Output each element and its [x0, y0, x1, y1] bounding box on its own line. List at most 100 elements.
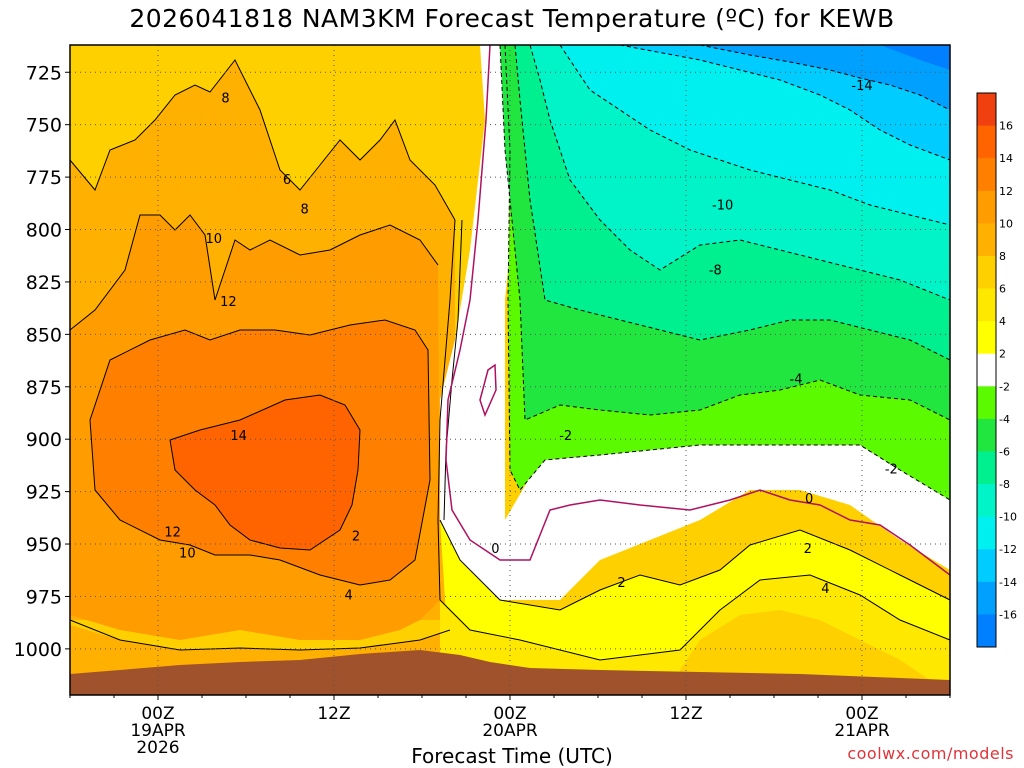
- contour-label: -2: [559, 429, 572, 444]
- field-14-16: [170, 395, 360, 550]
- field-neg2-2: [440, 45, 950, 600]
- y-tick-label: 850: [26, 324, 62, 346]
- contour-line: [499, 44, 951, 421]
- colorbar-swatch: [977, 516, 996, 550]
- contour-line: [89, 319, 431, 586]
- contour-line: [69, 214, 439, 331]
- colorbar-label: -2: [999, 380, 1010, 393]
- colorbar-label: -4: [999, 413, 1010, 426]
- contour-label: -2: [885, 463, 898, 478]
- contour-line: [559, 44, 951, 226]
- colorbar: 16 14 12 10 8 6 4 2 -2 -4 -6 -8 -10 -12 -14 -16: [976, 92, 1017, 648]
- contour-label: 12: [220, 295, 237, 310]
- colorbar-swatch: [977, 451, 996, 485]
- colorbar-swatch: [977, 93, 996, 127]
- x-tick-date: 19APR: [130, 721, 186, 741]
- colorbar-swatch: [977, 386, 996, 420]
- contour-line: [619, 44, 951, 161]
- contour-label: -4: [790, 372, 803, 387]
- contour-line: [504, 44, 951, 501]
- contour-label: 0: [491, 542, 499, 557]
- colorbar-swatch: [977, 581, 996, 615]
- x-tick-label: 00Z: [493, 704, 526, 724]
- contour-line: [437, 219, 456, 601]
- chart-title: 2026041818 NAM3KM Forecast Temperature (…: [129, 4, 895, 33]
- contour-label: 10: [205, 232, 222, 247]
- colorbar-label: -10: [999, 511, 1017, 524]
- colorbar-label: 4: [999, 315, 1006, 328]
- colorbar-swatch: [977, 418, 996, 452]
- y-tick-label: 800: [26, 220, 62, 242]
- colorbar-swatch: [977, 321, 996, 355]
- colorbar-label: 2: [999, 348, 1006, 361]
- colorbar-swatch: [977, 125, 996, 159]
- solid-contours: [69, 59, 951, 661]
- colorbar-label: -14: [999, 576, 1017, 589]
- y-tick-label: 725: [26, 62, 62, 84]
- contour-line: [439, 574, 951, 661]
- contour-label: 6: [283, 173, 291, 188]
- contour-label: 4: [821, 582, 829, 597]
- grid: [70, 45, 950, 695]
- colorbar-swatch: [977, 353, 996, 387]
- colorbar-swatch: [977, 288, 996, 322]
- y-axis: 725 750 775 800 825 850 875 900 925 950 975 1000: [14, 62, 70, 661]
- y-tick-label: 1000: [14, 639, 62, 661]
- credit-link[interactable]: coolwx.com/models: [847, 744, 1014, 763]
- dashed-contours: [499, 44, 951, 501]
- x-tick-label: 12Z: [317, 704, 350, 724]
- colorbar-label: 14: [999, 152, 1013, 165]
- contour-line: [439, 519, 951, 611]
- y-tick-label: 950: [26, 534, 62, 556]
- colorbar-label: 6: [999, 283, 1006, 296]
- contour-label: 2: [617, 576, 625, 591]
- x-tick-label: 00Z: [845, 704, 878, 724]
- contour-label: 8: [221, 91, 229, 106]
- colorbar-swatch: [977, 158, 996, 192]
- y-tick-label: 775: [26, 167, 62, 189]
- contour-label: 4: [345, 588, 353, 603]
- y-tick-label: 900: [26, 429, 62, 451]
- contour-line: [479, 363, 497, 418]
- colorbar-swatch: [977, 255, 996, 290]
- contour-label: 10: [179, 546, 196, 561]
- colorbar-label: -16: [999, 608, 1017, 621]
- contour-label: -10: [712, 198, 733, 213]
- y-tick-label: 925: [26, 482, 62, 504]
- contour-line: [699, 44, 951, 111]
- field-6-8-right: [680, 610, 930, 680]
- y-tick-label: 975: [26, 586, 62, 608]
- contour-label: 8: [301, 203, 309, 218]
- colorbar-swatch: [977, 190, 996, 224]
- x-tick-label: 12Z: [669, 704, 702, 724]
- colorbar-label: -6: [999, 445, 1010, 458]
- x-tick-year: 2026: [136, 738, 179, 758]
- colorbar-swatch: [977, 614, 996, 648]
- x-tick-label: 00Z: [141, 704, 174, 724]
- colorbar-label: 8: [999, 250, 1006, 263]
- x-tick-date: 20APR: [482, 721, 538, 741]
- colorbar-label: -12: [999, 543, 1017, 556]
- terrain: [70, 650, 950, 695]
- colorbar-swatch: [977, 223, 996, 257]
- contour-line: [514, 44, 951, 361]
- field-neg14-neg16: [700, 45, 950, 110]
- colorbar-label: 10: [999, 217, 1013, 230]
- contour-line: [443, 219, 463, 521]
- contour-label: 14: [230, 429, 247, 444]
- contour-label: 2: [352, 530, 360, 545]
- field-neg16: [880, 45, 950, 70]
- colorbar-swatch: [977, 549, 996, 583]
- colorbar-frame: [976, 92, 997, 648]
- colorbar-label: -8: [999, 478, 1010, 491]
- contour-label: 0: [805, 492, 813, 507]
- contour-label: -8: [709, 263, 722, 278]
- colorbar-swatch: [977, 484, 996, 518]
- zero-contours: [445, 44, 951, 576]
- contour-label: 12: [164, 525, 181, 540]
- x-axis-label: Forecast Time (UTC): [411, 744, 613, 768]
- contour-line: [445, 44, 951, 576]
